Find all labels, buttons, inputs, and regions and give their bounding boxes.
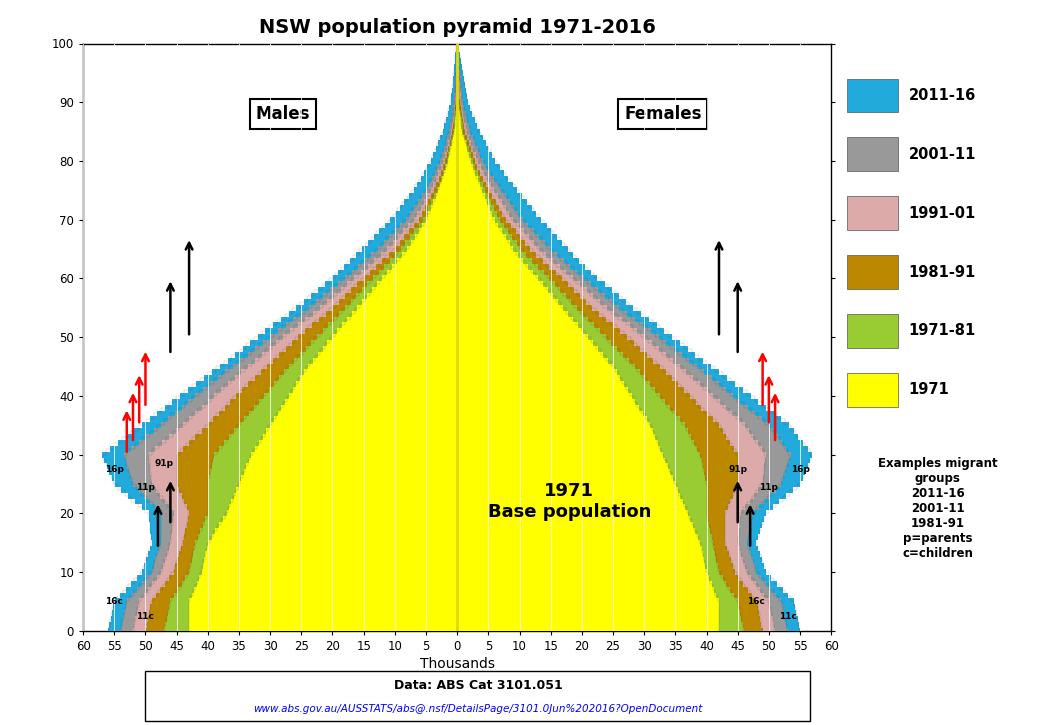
Bar xyxy=(847,373,898,407)
Text: 91p: 91p xyxy=(728,465,747,474)
Text: www.abs.gov.au/AUSSTATS/abs@.nsf/DetailsPage/3101.0Jun%202016?OpenDocument: www.abs.gov.au/AUSSTATS/abs@.nsf/Details… xyxy=(254,704,702,713)
Text: 16c: 16c xyxy=(105,597,124,606)
Text: 16p: 16p xyxy=(105,465,124,474)
Text: Examples migrant
groups
2011-16
2001-11
1981-91
p=parents
c=children: Examples migrant groups 2011-16 2001-11 … xyxy=(878,457,997,560)
Bar xyxy=(847,138,898,171)
Bar xyxy=(847,196,898,230)
FancyBboxPatch shape xyxy=(145,671,810,721)
Bar xyxy=(847,78,898,112)
Text: NSW population pyramid 1971-2016: NSW population pyramid 1971-2016 xyxy=(259,18,656,37)
Text: 1971: 1971 xyxy=(908,382,950,397)
Text: 11p: 11p xyxy=(760,483,778,492)
Text: 1971
Base population: 1971 Base population xyxy=(487,482,651,521)
Bar xyxy=(847,255,898,289)
Text: 2011-16: 2011-16 xyxy=(908,88,976,103)
Bar xyxy=(847,314,898,348)
Text: Females: Females xyxy=(624,105,701,123)
Text: 2001-11: 2001-11 xyxy=(908,146,976,162)
Text: 1971-81: 1971-81 xyxy=(908,323,976,339)
Text: 11c: 11c xyxy=(136,612,155,621)
Text: 16c: 16c xyxy=(747,597,766,606)
Text: 1981-91: 1981-91 xyxy=(908,265,976,280)
X-axis label: Thousands: Thousands xyxy=(420,657,495,671)
Text: Males: Males xyxy=(256,105,310,123)
Text: 11c: 11c xyxy=(778,612,797,621)
Text: 91p: 91p xyxy=(155,460,174,468)
Text: Data: ABS Cat 3101.051: Data: ABS Cat 3101.051 xyxy=(394,679,562,692)
Text: 16p: 16p xyxy=(791,465,809,474)
Text: 11p: 11p xyxy=(136,483,155,492)
Text: 1991-01: 1991-01 xyxy=(908,206,976,220)
